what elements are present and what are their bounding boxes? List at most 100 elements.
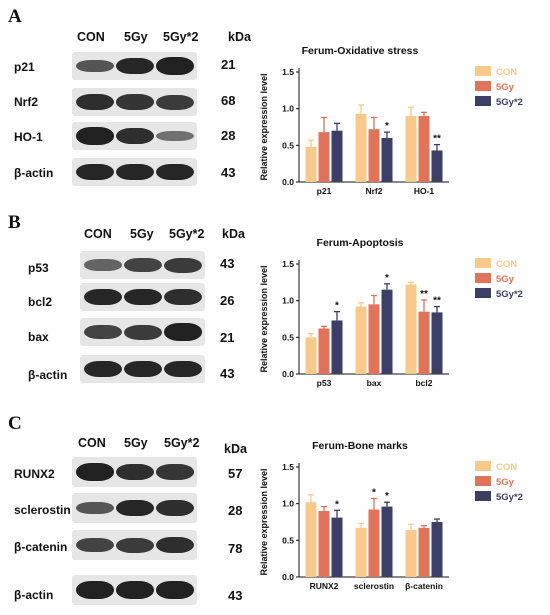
legend-label: 5Gy	[496, 274, 515, 285]
bar	[431, 150, 443, 182]
significance-mark: *	[385, 273, 389, 284]
lane-label-con: CON	[77, 30, 105, 44]
x-tick-label: Nrf2	[365, 186, 382, 196]
y-axis-label: Relative expression level	[259, 73, 269, 180]
protein-band	[76, 537, 114, 553]
bar	[331, 517, 343, 577]
protein-band	[76, 463, 114, 481]
blot-label: RUNX2	[14, 467, 55, 481]
blot-label: Nrf2	[14, 95, 39, 109]
panel-letter-a: A	[8, 6, 22, 27]
protein-band	[156, 163, 194, 181]
kda-label: kDa	[222, 227, 245, 241]
blot-label: bcl2	[28, 295, 53, 309]
x-tick-label: β-catenin	[405, 581, 443, 591]
legend-swatch	[475, 288, 491, 298]
blot-label: p21	[14, 60, 35, 74]
protein-band	[84, 259, 122, 271]
y-axis-label: Relative expression level	[259, 265, 269, 372]
blot-strip	[72, 530, 197, 560]
significance-mark: **	[433, 134, 441, 145]
y-tick-label: 1.5	[282, 67, 294, 77]
bar-chart-oxidative-stress: Ferum-Oxidative stress Relative expressio…	[259, 45, 523, 196]
legend-swatch	[475, 66, 491, 76]
molecular-weight-label: 21	[221, 57, 236, 72]
bar	[405, 530, 417, 577]
x-tick-label: bax	[367, 378, 382, 388]
y-axis-label: Relative expression level	[259, 468, 269, 575]
x-tick-label: RUNX2	[310, 581, 339, 591]
protein-band	[164, 257, 202, 273]
protein-band	[116, 581, 154, 599]
protein-band	[156, 57, 194, 75]
y-tick-label: 1.5	[282, 259, 294, 269]
blot-label: β-actin	[14, 166, 54, 180]
bar	[355, 527, 367, 577]
lane-label-5gy2: 5Gy*2	[164, 436, 200, 450]
bar	[418, 527, 430, 577]
blot-strip	[72, 88, 197, 116]
bar	[305, 146, 317, 182]
molecular-weight-label: 28	[221, 128, 236, 143]
bar	[405, 116, 417, 182]
x-tick-label: bcl2	[415, 378, 432, 388]
protein-band	[124, 288, 162, 306]
protein-band	[116, 57, 154, 75]
y-tick-label: 0.0	[282, 369, 294, 379]
blot-strip	[80, 318, 205, 346]
bar	[381, 506, 393, 577]
protein-band	[116, 537, 154, 553]
lane-label-con: CON	[84, 227, 112, 241]
bar	[418, 311, 430, 374]
bar	[355, 306, 367, 374]
y-tick-label: 1.0	[282, 104, 294, 114]
bar	[405, 284, 417, 374]
legend-swatch	[475, 476, 491, 486]
blot-strip	[72, 52, 197, 80]
y-tick-label: 1.0	[282, 296, 294, 306]
blot-label: β-actin	[28, 368, 68, 382]
panel-letter-c: C	[8, 413, 22, 434]
significance-mark: *	[335, 499, 339, 510]
bar	[305, 502, 317, 577]
protein-band	[76, 163, 114, 181]
molecular-weight-label: 43	[220, 256, 235, 271]
bar	[431, 312, 443, 374]
bar	[431, 522, 443, 577]
blot-label: bax	[28, 330, 49, 344]
legend-label: 5Gy	[496, 82, 515, 93]
legend-swatch	[475, 96, 491, 106]
protein-band	[156, 581, 194, 599]
legend-label: 5Gy*2	[496, 492, 523, 503]
protein-band	[116, 94, 154, 110]
y-tick-label: 0.5	[282, 140, 294, 150]
y-tick-label: 0.5	[282, 535, 294, 545]
blot-strip	[72, 457, 197, 487]
legend-label: CON	[496, 462, 517, 473]
bar-chart-apoptosis: Ferum-Apoptosis Relative expression level…	[259, 237, 523, 388]
blot-label: β-catenin	[14, 540, 68, 554]
blot-strip	[72, 493, 197, 523]
chart-title: Ferum-Apoptosis	[317, 237, 404, 249]
lane-label-5gy2: 5Gy*2	[163, 30, 199, 44]
protein-band	[156, 499, 194, 517]
blot-label: sclerostin	[14, 503, 71, 517]
protein-band	[124, 324, 162, 340]
bar	[331, 130, 343, 182]
bar	[331, 320, 343, 374]
blot-label: p53	[28, 261, 49, 275]
y-tick-label: 0.0	[282, 572, 294, 582]
y-tick-label: 1.0	[282, 499, 294, 509]
bar	[318, 511, 330, 577]
legend-label: 5Gy	[496, 477, 515, 488]
protein-band	[164, 323, 202, 341]
legend-swatch	[475, 461, 491, 471]
y-tick-label: 1.5	[282, 462, 294, 472]
molecular-weight-label: 21	[220, 330, 235, 345]
protein-band	[84, 324, 122, 340]
molecular-weight-label: 57	[228, 466, 243, 481]
x-tick-label: p21	[317, 186, 332, 196]
significance-mark: *	[385, 121, 389, 132]
molecular-weight-label: 43	[228, 588, 243, 603]
protein-band	[76, 501, 114, 515]
